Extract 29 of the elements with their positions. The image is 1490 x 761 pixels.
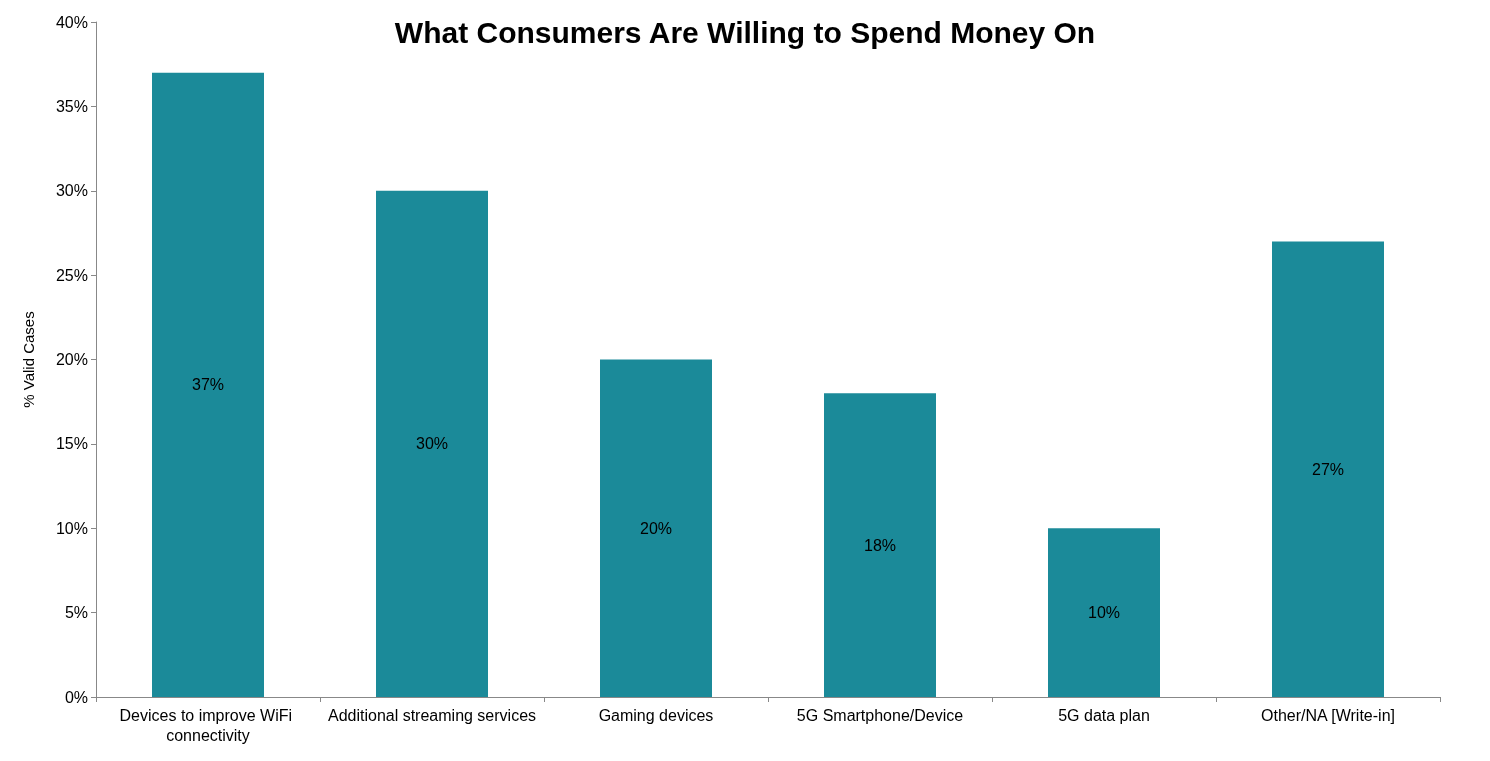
- data-label: 30%: [415, 435, 449, 453]
- data-label: 10%: [1087, 604, 1121, 622]
- bar: [824, 393, 936, 697]
- y-tick-label: 30%: [55, 182, 88, 200]
- data-label: 18%: [863, 536, 897, 554]
- x-tick-label: Other/NA [Write-in]: [1261, 706, 1395, 724]
- y-tick-label: 0%: [64, 688, 88, 706]
- bar: [600, 359, 712, 697]
- x-tick-label: 5G data plan: [1058, 706, 1150, 724]
- chart-title: What Consumers Are Willing to Spend Money On: [394, 15, 1096, 49]
- x-tick-label: 5G Smartphone/Device: [796, 706, 964, 724]
- data-label: 27%: [1311, 460, 1345, 478]
- bar: [376, 190, 488, 697]
- bar: [1272, 241, 1384, 697]
- x-tick-label: Additional streaming services: [327, 706, 537, 724]
- y-tick-label: 40%: [55, 13, 88, 31]
- y-tick-label: 20%: [55, 351, 88, 368]
- bar: [1048, 528, 1160, 697]
- x-tick-label: Gaming devices: [598, 706, 714, 724]
- x-tick-label: Devices to improve WiFi connectivity: [119, 706, 297, 744]
- y-axis-title: % Valid Cases: [20, 311, 37, 408]
- y-tick-label: 25%: [55, 266, 88, 284]
- y-tick-label: 35%: [55, 97, 88, 115]
- data-label: 37%: [191, 376, 225, 394]
- y-tick-label: 5%: [64, 604, 88, 622]
- y-tick-label: 10%: [55, 519, 88, 537]
- y-tick-label: 15%: [55, 435, 88, 453]
- bar: [152, 72, 264, 697]
- data-label: 20%: [639, 519, 673, 537]
